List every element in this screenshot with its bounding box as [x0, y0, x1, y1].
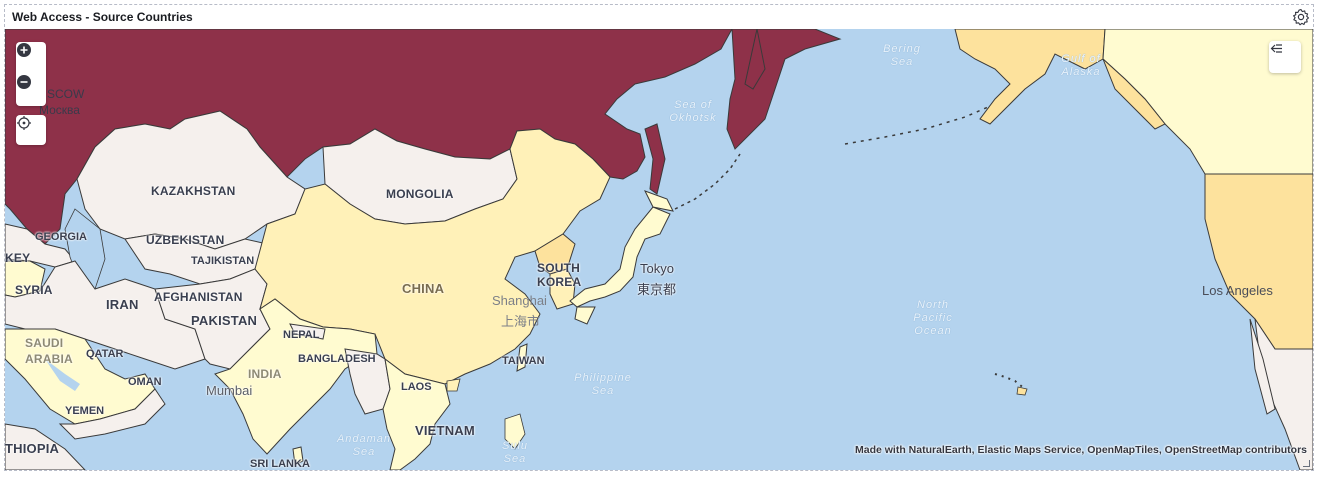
label-philippine-sea: Philippine Sea: [574, 372, 632, 397]
label-china: CHINA: [402, 281, 445, 296]
label-south-korea: SOUTH KOREA: [537, 261, 582, 289]
layers-toggle-button[interactable]: [1269, 41, 1301, 73]
label-oman: OMAN: [128, 376, 162, 388]
label-sri-lanka: SRI LANKA: [250, 458, 310, 470]
plus-circle-icon: [17, 43, 31, 57]
label-tajikistan: TAJIKISTAN: [191, 255, 255, 267]
label-tokyo-jp: 東京都: [637, 282, 677, 297]
resize-handle[interactable]: [1303, 460, 1310, 467]
label-india: INDIA: [248, 367, 282, 381]
label-los-angeles: Los Angeles: [1202, 283, 1273, 298]
gear-icon[interactable]: [1291, 7, 1311, 27]
label-mongolia: MONGOLIA: [386, 187, 454, 201]
label-taiwan: TAIWAN: [502, 355, 545, 367]
label-qatar: QATAR: [86, 348, 124, 360]
zoom-controls: [16, 42, 46, 106]
label-north-pacific-ocean: North Pacific Ocean: [913, 299, 953, 337]
label-shanghai: Shanghai: [492, 293, 547, 308]
label-bangladesh: BANGLADESH: [298, 353, 376, 365]
minus-circle-icon: [17, 75, 31, 89]
label-laos: LAOS: [401, 381, 432, 393]
label-saudi-arabia: SAUDI ARABIA: [25, 336, 73, 366]
zoom-in-button[interactable]: [16, 42, 46, 74]
label-moscow: SCOW: [47, 87, 85, 101]
label-mumbai: Mumbai: [206, 383, 253, 398]
label-kazakhstan: KAZAKHSTAN: [151, 184, 236, 198]
label-afghanistan: AFGHANISTAN: [154, 290, 243, 304]
label-georgia: GEORGIA: [35, 231, 87, 243]
label-syria: SYRIA: [15, 283, 53, 297]
map-canvas[interactable]: KAZAKHSTAN MONGOLIA GEORGIA UZBEKISTAN T…: [5, 29, 1313, 470]
label-andaman-sea: Andaman Sea: [336, 433, 392, 458]
label-ethiopia: THIOPIA: [5, 441, 60, 456]
label-turkey: KEY: [5, 251, 31, 265]
country-japan: [569, 206, 671, 308]
map-panel: Web Access - Source Countries: [4, 4, 1314, 471]
label-sulu-sea: Sulu Sea: [501, 440, 529, 465]
label-gulf-of-alaska: Gulf of Alaska: [1061, 53, 1101, 78]
panel-header: Web Access - Source Countries: [5, 5, 1313, 29]
set-view-button[interactable]: [16, 115, 46, 145]
label-nepal: NEPAL: [283, 329, 320, 341]
label-yemen: YEMEN: [65, 405, 105, 417]
country-usa: [1204, 173, 1313, 350]
zoom-out-button[interactable]: [16, 74, 46, 106]
crosshair-icon: [17, 116, 31, 130]
country-india: [214, 298, 378, 455]
label-moscow-ru: Москва: [39, 103, 80, 117]
country-russia-east: [726, 29, 842, 150]
label-shanghai-cn: 上海市: [501, 314, 541, 329]
region-alaska: [954, 29, 1106, 125]
label-pakistan: PAKISTAN: [191, 313, 258, 328]
collapse-left-icon: [1270, 44, 1282, 53]
map-attribution: Made with NaturalEarth, Elastic Maps Ser…: [855, 444, 1307, 456]
label-bering-sea: Bering Sea: [883, 43, 921, 68]
label-iran: IRAN: [106, 297, 139, 312]
label-sea-of-okhotsk: Sea of Okhotsk: [669, 99, 717, 124]
label-vietnam: VIETNAM: [415, 423, 475, 438]
label-tokyo: Tokyo: [640, 261, 674, 276]
panel-title: Web Access - Source Countries: [12, 10, 193, 24]
label-uzbekistan: UZBEKISTAN: [146, 233, 225, 247]
